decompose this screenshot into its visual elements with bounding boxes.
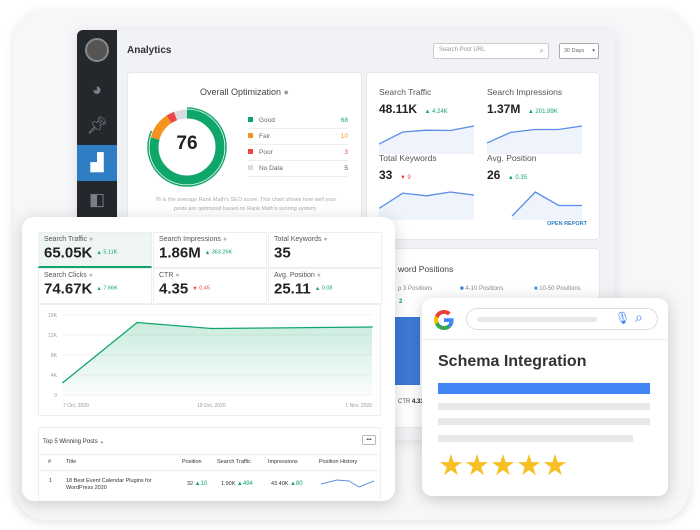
- metric-sparkline: [378, 191, 475, 220]
- stat-tile[interactable]: Search Impressions ● 1.86M ▲ 363.26K: [153, 232, 267, 268]
- schema-icon[interactable]: ◧: [88, 190, 106, 209]
- text-line: [438, 435, 633, 442]
- stat-tile[interactable]: Search Clicks ● 74.67K ▲ 7.66K: [38, 268, 152, 304]
- stat-tile[interactable]: Search Traffic ● 65.05K ▲ 5.11K: [38, 232, 152, 268]
- legend-swatch: [248, 133, 253, 138]
- optimization-description: 76 is the average Rank Math's SEO score.…: [154, 197, 337, 212]
- x-tick-label: 7 Oct, 2020: [63, 403, 89, 409]
- area-fill: [63, 322, 372, 395]
- data-point: [136, 321, 138, 324]
- legend-item: Fair 10: [248, 129, 348, 145]
- legend-swatch: [248, 165, 253, 170]
- y-tick-label: 8K: [51, 353, 58, 359]
- legend-swatch: [248, 117, 253, 122]
- search-icon[interactable]: ⌕: [635, 309, 643, 325]
- search-console-panel: Search Traffic ● 65.05K ▲ 5.11K Search Im…: [22, 217, 395, 501]
- row-title[interactable]: 18 Best Event Calendar Plugins for WordP…: [66, 478, 152, 491]
- y-tick-label: 12K: [48, 333, 58, 339]
- col-history: Position History: [319, 459, 358, 465]
- metric-sparkline: [378, 125, 475, 154]
- page-title: Analytics: [127, 45, 172, 56]
- legend-top3: p 3 Positions: [398, 286, 433, 292]
- result-link-bar[interactable]: [438, 383, 650, 394]
- position-history-sparkline: [320, 479, 374, 488]
- col-position: Position: [182, 459, 202, 465]
- data-point: [371, 326, 373, 328]
- score-donut: [147, 107, 227, 187]
- pin-icon[interactable]: 📌︎: [86, 116, 108, 135]
- legend-10-50: ■ 10-50 Positions: [534, 286, 581, 292]
- stat-tile[interactable]: Total Keywords ● 35: [268, 232, 382, 268]
- result-title: Schema Integration: [438, 353, 587, 370]
- col-traffic: Search Traffic: [217, 459, 251, 465]
- google-result-card: 🎙︎ ⌕ Schema Integration ★★★★★: [422, 298, 668, 496]
- star-rating: ★★★★★: [438, 450, 568, 482]
- data-point: [62, 381, 64, 384]
- text-line: [438, 418, 650, 425]
- score-legend: Good 68 Fair 10 Poor 3 No Data 5: [248, 113, 348, 177]
- legend-4-10: ■ 4-10 Positions: [460, 286, 504, 292]
- y-tick-label: 16K: [48, 313, 58, 319]
- legend-swatch: [248, 149, 253, 154]
- table-title[interactable]: Top 5 Winning Posts ⌄: [43, 439, 105, 445]
- top-value: 2: [399, 299, 403, 305]
- metric-1: Search Impressions 1.37M ▲ 201.99K: [486, 87, 587, 159]
- traffic-chart-svg: 0 4K 8K 12K 16K 7 Oct, 2020 19 Oct, 2020 1 Nov,…: [48, 313, 373, 409]
- row-position: 32 ▲10: [187, 481, 208, 487]
- optimization-title: Overall Optimization ●: [200, 87, 289, 97]
- legend-item: Good 68: [248, 113, 348, 129]
- more-button[interactable]: •••: [362, 435, 376, 445]
- y-tick-label: 4K: [51, 373, 58, 379]
- legend-item: Poor 3: [248, 145, 348, 161]
- open-report-link[interactable]: OPEN REPORT: [546, 221, 587, 227]
- col-impressions: Impressions: [268, 459, 298, 465]
- dashboard-icon[interactable]: ◕: [91, 80, 103, 99]
- avatar[interactable]: [85, 38, 109, 62]
- x-tick-label: 1 Nov, 2020: [345, 403, 372, 409]
- row-impressions: 43.40K ▲80: [271, 481, 303, 487]
- table-row[interactable]: 1 18 Best Event Calendar Plugins for Wor…: [39, 472, 380, 501]
- range-select[interactable]: 30 Days ▾: [559, 43, 599, 59]
- metrics-card: Search Traffic 48.11K ▲ 4.24K Search Imp…: [366, 72, 600, 240]
- traffic-chart: 0 4K 8K 12K 16K 7 Oct, 2020 19 Oct, 2020 1 Nov,…: [38, 304, 381, 416]
- table-header: # Title Position Search Traffic Impressi…: [39, 454, 380, 471]
- metric-0: Search Traffic 48.11K ▲ 4.24K: [378, 87, 479, 159]
- keyword-positions-title: word Positions: [398, 264, 454, 274]
- stat-tile[interactable]: Avg. Position ● 25.11 ▲ 0.08: [268, 268, 382, 304]
- metric-2: Total Keywords 33 ▼ 9: [378, 153, 479, 225]
- metric-3: Avg. Position 26 ▲ 0.35: [487, 153, 587, 225]
- stat-tile[interactable]: CTR ● 4.35 ▼ 0.45: [153, 268, 267, 304]
- microphone-icon[interactable]: 🎙︎: [615, 311, 631, 325]
- col-title: Title: [66, 459, 77, 465]
- x-tick-label: 19 Oct, 2020: [197, 403, 226, 409]
- search-placeholder: Search Post URL: [439, 47, 486, 53]
- google-search-bar[interactable]: 🎙︎ ⌕: [466, 308, 658, 330]
- donut-segment-no-data: [149, 109, 225, 185]
- row-num: 1: [49, 478, 53, 484]
- metric-sparkline: [511, 191, 582, 220]
- col-num: #: [48, 459, 52, 465]
- traffic-line: [62, 321, 373, 384]
- row-traffic: 1.90K ▲494: [221, 481, 253, 487]
- chevron-down-icon: ▾: [592, 48, 595, 54]
- score-value: 76: [176, 133, 198, 154]
- search-placeholder-bar: [477, 317, 597, 322]
- google-logo: [434, 310, 454, 330]
- range-value: 30 Days: [564, 48, 585, 54]
- data-point: [210, 327, 213, 330]
- ctr-readout: CTR 4.33: [398, 399, 424, 405]
- winning-posts-table: Top 5 Winning Posts ⌄ ••• # Title Positi…: [38, 427, 381, 501]
- y-tick-label: 0: [54, 393, 57, 399]
- search-input[interactable]: Search Post URL ⌕: [433, 43, 549, 59]
- legend-item: No Data 5: [248, 161, 348, 177]
- divider: [422, 339, 668, 340]
- text-line: [438, 403, 650, 410]
- metric-sparkline: [486, 125, 583, 154]
- help-icon: ●: [283, 87, 289, 97]
- position-bar: [392, 317, 420, 385]
- analytics-icon[interactable]: ▟: [77, 145, 117, 181]
- search-icon: ⌕: [539, 46, 544, 55]
